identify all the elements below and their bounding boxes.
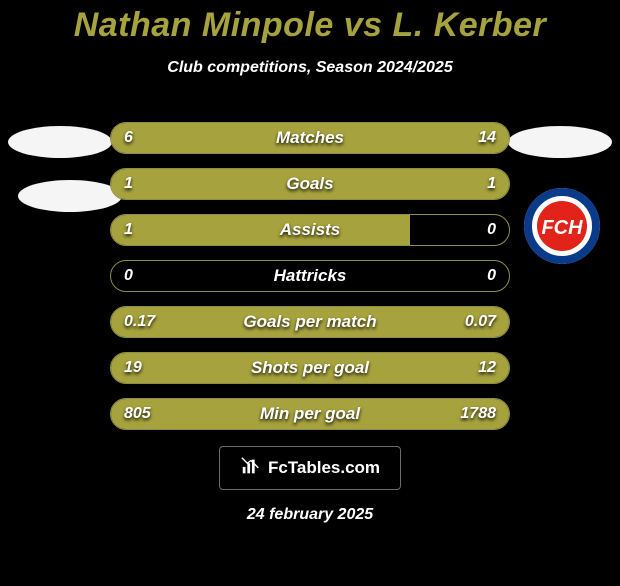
stat-label: Matches: [110, 122, 510, 154]
stat-row: 11Goals: [0, 168, 620, 200]
stat-label: Goals per match: [110, 306, 510, 338]
stat-label: Assists: [110, 214, 510, 246]
stat-row: 1912Shots per goal: [0, 352, 620, 384]
stat-row: 00Hattricks: [0, 260, 620, 292]
page-title: Nathan Minpole vs L. Kerber: [0, 6, 620, 45]
watermark-fctables: FcTables.com: [219, 446, 401, 490]
stat-row: 10Assists: [0, 214, 620, 246]
page-subtitle: Club competitions, Season 2024/2025: [0, 59, 620, 77]
bar-chart-icon: [240, 455, 262, 482]
stat-label: Shots per goal: [110, 352, 510, 384]
stat-label: Goals: [110, 168, 510, 200]
comparison-chart: 614Matches 11Goals 10Assists 00Hattricks 0.1…: [0, 122, 620, 444]
footer-date: 24 february 2025: [0, 506, 620, 524]
stat-row: 0.170.07Goals per match: [0, 306, 620, 338]
stat-label: Hattricks: [110, 260, 510, 292]
watermark-text: FcTables.com: [268, 458, 380, 478]
stat-label: Min per goal: [110, 398, 510, 430]
stat-row: 8051788Min per goal: [0, 398, 620, 430]
stat-row: 614Matches: [0, 122, 620, 154]
